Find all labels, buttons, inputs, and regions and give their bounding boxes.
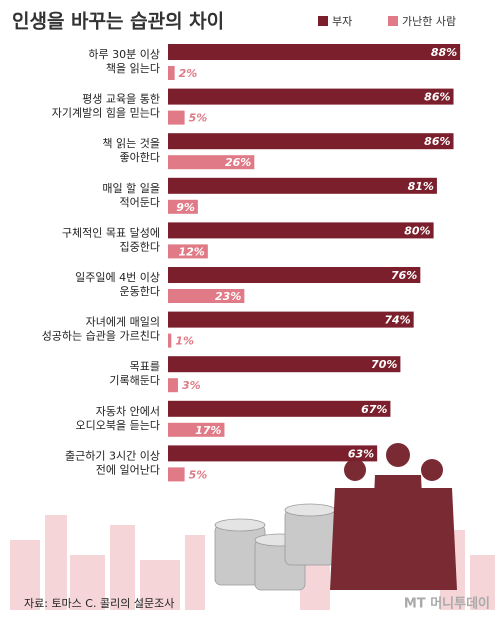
value-label: 12% [178, 245, 204, 258]
value-label: 3% [182, 379, 201, 392]
legend-swatch [318, 16, 328, 26]
value-label: 1% [175, 335, 194, 348]
bar [168, 199, 198, 214]
value-label: 67% [361, 403, 387, 416]
category-label: 자녀에게 매일의 [86, 315, 160, 329]
bar [168, 110, 185, 125]
category-label: 구체적인 목표 달성에 [62, 226, 160, 239]
value-label: 88% [431, 46, 457, 59]
bar [168, 422, 225, 437]
value-label: 81% [408, 180, 434, 193]
chart-title: 인생을 바꾸는 습관의 차이 [12, 11, 224, 33]
silhouettes [330, 443, 457, 590]
bar [168, 445, 378, 462]
bar [168, 267, 421, 283]
value-label: 5% [189, 468, 208, 481]
bar [168, 133, 454, 150]
bar [168, 66, 175, 80]
bar [168, 88, 454, 105]
category-label: 운동한다 [120, 285, 160, 298]
category-label: 일주일에 4번 이상 [75, 270, 160, 284]
bar [168, 177, 437, 194]
category-label: 적어둔다 [120, 196, 160, 209]
bar [168, 155, 255, 170]
value-label: 86% [424, 91, 450, 104]
category-label: 오디오북을 듣는다 [76, 419, 160, 432]
category-label: 전에 일어난다 [96, 462, 160, 476]
category-label: 출근하기 3시간 이상 [65, 448, 160, 462]
bar [168, 378, 178, 393]
coins [214, 503, 336, 591]
category-label: 성공하는 습관을 가르친다 [42, 329, 160, 343]
category-label: 기록해둔다 [109, 373, 160, 387]
value-label: 63% [348, 447, 374, 460]
category-label: 하루 30분 이상 [88, 47, 160, 61]
bar [168, 333, 172, 348]
bar [168, 222, 434, 239]
value-label: 86% [424, 135, 450, 148]
category-label: 자동차 안에서 [96, 405, 160, 418]
bar [168, 289, 245, 303]
category-label: 자기계발의 힘을 믿는다 [52, 107, 160, 120]
value-label: 76% [391, 269, 417, 282]
category-label: 책 읽는 것을 [102, 137, 160, 150]
bar [168, 400, 391, 417]
value-label: 26% [225, 156, 251, 169]
category-label: 책을 읽는다 [106, 62, 160, 75]
value-label: 80% [404, 224, 430, 237]
category-label: 집중한다 [120, 240, 160, 253]
legend: 부자 가난한 사람 [318, 15, 456, 28]
category-label: 목표를 [130, 360, 160, 373]
bar [168, 44, 461, 60]
category-label: 평생 교육을 통한 [82, 93, 160, 106]
legend-swatch [388, 16, 398, 26]
value-label: 23% [215, 290, 241, 303]
watermark: MT 머니투데이 [404, 596, 490, 612]
value-label: 2% [179, 67, 198, 80]
legend-label: 가난한 사람 [402, 15, 456, 28]
value-label: 9% [176, 201, 195, 214]
bar [168, 311, 414, 328]
bar [168, 244, 208, 259]
source: 자료: 토마스 C. 콜리의 설문조사 [24, 597, 174, 610]
value-label: 5% [189, 112, 208, 125]
legend-label: 부자 [332, 15, 352, 28]
category-label: 좋아한다 [120, 151, 160, 164]
category-label: 매일 할 일을 [102, 181, 160, 195]
value-label: 17% [195, 424, 221, 437]
bar [168, 356, 401, 373]
bar [168, 467, 185, 482]
value-label: 74% [384, 314, 410, 327]
value-label: 70% [371, 358, 397, 371]
